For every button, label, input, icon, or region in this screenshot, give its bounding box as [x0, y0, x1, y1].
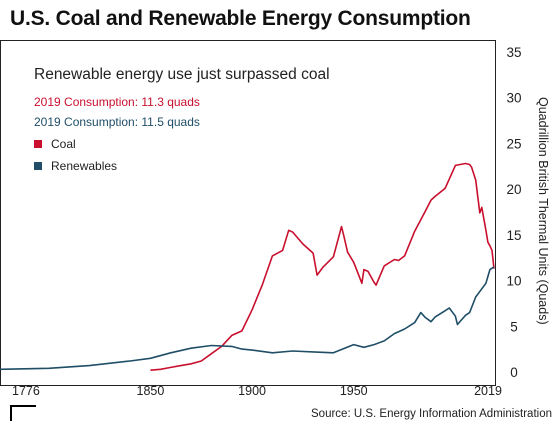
x-tick-label: 1900 — [238, 384, 266, 398]
y-tick-label: 35 — [506, 45, 521, 60]
legend-label-renewables: Renewables — [51, 159, 118, 173]
x-tick-label: 2019 — [474, 384, 502, 398]
series-lines — [0, 162, 495, 371]
y-tick-label: 10 — [506, 274, 521, 289]
legend-swatch-coal — [34, 140, 42, 148]
source-note: Source: U.S. Energy Information Administ… — [311, 408, 552, 420]
corner-mark — [10, 405, 36, 421]
x-axis-ticks: 1776 1850 1900 1950 2019 — [12, 384, 502, 398]
chart-frame — [0, 40, 496, 386]
legend-item-renewables: Renewables — [34, 159, 117, 173]
chart-title: U.S. Coal and Renewable Energy Consumpti… — [10, 7, 471, 30]
y-tick-label: 30 — [506, 91, 521, 106]
y-tick-label: 0 — [510, 365, 518, 380]
y-axis-label-wrap: Quadrillion British Thermal Units (Quads… — [534, 97, 554, 325]
y-axis-ticks: 0 5 10 15 20 25 30 35 — [506, 45, 521, 380]
legend-label-coal: Coal — [51, 137, 76, 151]
coal-2019-annotation: 2019 Consumption: 11.3 quads — [34, 95, 200, 109]
y-tick-label: 20 — [506, 182, 521, 197]
x-tick-label: 1950 — [340, 384, 368, 398]
y-tick-label: 25 — [506, 136, 521, 151]
series-line-coal — [150, 162, 495, 371]
y-axis-label: Quadrillion British Thermal Units (Quads… — [536, 97, 550, 325]
legend-item-coal: Coal — [34, 137, 76, 151]
series-line-renewables — [0, 266, 495, 371]
chart-subtitle: Renewable energy use just surpassed coal — [34, 66, 330, 83]
y-tick-label: 15 — [506, 228, 521, 243]
x-tick-label: 1776 — [12, 384, 40, 398]
y-tick-label: 5 — [510, 319, 518, 334]
renewables-2019-annotation: 2019 Consumption: 11.5 quads — [34, 115, 200, 129]
legend-swatch-renewables — [34, 162, 42, 170]
x-tick-label: 1850 — [137, 384, 165, 398]
